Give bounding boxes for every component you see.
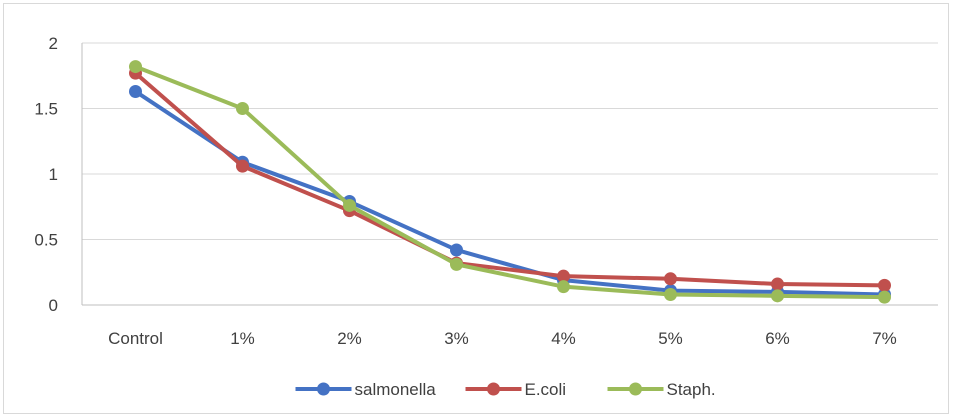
data-point: [450, 257, 463, 271]
x-tick-label: 2%: [337, 329, 362, 348]
x-tick-label: 5%: [658, 329, 683, 348]
legend-swatch-marker: [487, 382, 500, 396]
data-point: [450, 243, 463, 257]
chart-area: [3, 3, 949, 414]
legend-label: E.coli: [525, 380, 567, 399]
data-point: [343, 198, 356, 212]
legend-item: Staph.: [607, 380, 716, 399]
data-point: [771, 277, 784, 291]
data-point: [664, 272, 677, 286]
y-tick-label: 2: [49, 34, 58, 53]
gridlines: [81, 42, 938, 306]
series-line: [133, 64, 887, 300]
legend-swatch-marker: [317, 382, 330, 396]
y-tick-label: 1: [49, 165, 58, 184]
x-axis-tick-labels: Control 1% 2% 3% 4% 5% 6% 7%: [108, 329, 897, 348]
data-point: [557, 269, 570, 283]
data-point: [557, 280, 570, 294]
data-point: [129, 84, 142, 98]
legend-item: E.coli: [465, 380, 567, 399]
legend-label: salmonella: [355, 380, 437, 399]
y-tick-label: 0.5: [34, 231, 58, 250]
data-point: [129, 60, 142, 74]
legend-swatch-marker: [629, 382, 642, 396]
x-tick-label: 7%: [872, 329, 897, 348]
series-lines: [129, 60, 891, 304]
y-tick-label: 1.5: [34, 100, 58, 119]
series-line: [133, 89, 887, 297]
legend: salmonella E.coli Staph.: [295, 380, 716, 399]
series-line: [133, 71, 887, 288]
y-axis-tick-labels: 0 0.5 1 1.5 2: [34, 34, 58, 315]
data-point: [664, 288, 677, 302]
data-point: [236, 102, 249, 115]
y-tick-label: 0: [49, 296, 58, 315]
x-tick-label: 1%: [230, 329, 255, 348]
x-tick-label: 6%: [765, 329, 790, 348]
data-point: [771, 289, 784, 303]
x-tick-label: 3%: [444, 329, 469, 348]
legend-item: salmonella: [295, 380, 437, 399]
data-point: [878, 278, 891, 292]
data-point: [236, 159, 249, 173]
data-point: [878, 290, 891, 304]
x-tick-label: 4%: [551, 329, 576, 348]
legend-label: Staph.: [667, 380, 716, 399]
series-2: [129, 60, 891, 304]
x-tick-label: Control: [108, 329, 163, 348]
series-1: [129, 66, 891, 292]
